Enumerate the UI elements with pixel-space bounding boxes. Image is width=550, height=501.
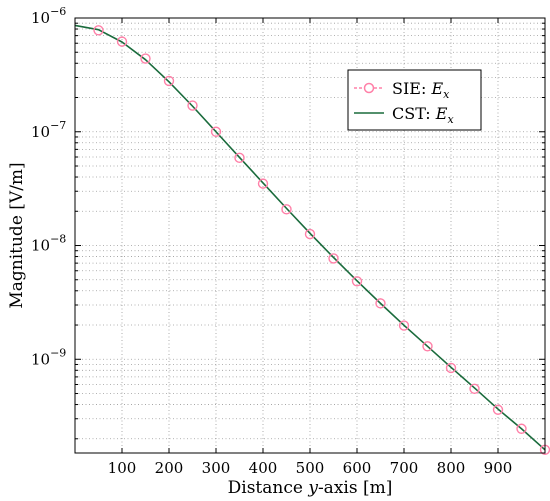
data-point-sie [187, 100, 198, 111]
legend-label-cst-main: CST: [392, 104, 436, 123]
x-tick-label: 400 [249, 459, 278, 477]
x-axis-title: Distance y-axis [m] [228, 478, 393, 498]
legend-box [347, 69, 482, 131]
data-point-sie [469, 383, 480, 395]
series-layer [74, 24, 550, 456]
y-tick-label: 10−8 [31, 233, 66, 255]
data-point-sie [210, 126, 222, 137]
plot-frame [74, 17, 546, 454]
series-line-cst [74, 24, 546, 451]
data-point-sie [116, 36, 128, 47]
y-axis-title: Magnitude [V/m] [7, 162, 27, 308]
y-tick-label: 10−6 [31, 5, 66, 27]
x-axis-title-var: y [307, 478, 318, 498]
data-point-sie [140, 53, 151, 64]
data-point-sie [281, 204, 292, 215]
legend-label-sie-main: SIE: [392, 79, 431, 98]
y-tick-label-exponent: −6 [50, 5, 66, 18]
data-point-sie [422, 341, 433, 352]
y-tick-label-exponent: −7 [50, 119, 66, 132]
data-point-sie [93, 25, 104, 36]
legend-label-cst-sub: x [447, 113, 454, 126]
x-axis-title-suffix: -axis [m] [318, 478, 392, 498]
x-tick-label: 600 [343, 459, 372, 477]
legend-label-sie-var: E [430, 79, 443, 98]
legend-marker-sie [363, 82, 375, 94]
data-point-sie [492, 404, 504, 415]
grid-lines [75, 18, 545, 453]
y-tick-label: 10−7 [31, 119, 66, 141]
data-point-sie [351, 276, 363, 287]
legend-label-cst: CST: Ex [392, 104, 454, 126]
data-point-sie [257, 178, 269, 189]
data-point-sie [516, 423, 527, 434]
x-tick-label: 700 [390, 459, 419, 477]
data-point-sie [234, 152, 245, 164]
y-tick-label-exponent: −9 [50, 346, 66, 359]
y-tick-label-base: 10 [31, 9, 50, 27]
data-point-sie [375, 298, 386, 309]
y-tick-label-base: 10 [31, 123, 50, 141]
x-tick-label: 300 [202, 459, 231, 477]
legend: SIE: Ex CST: Ex [347, 69, 482, 131]
legend-label-sie-sub: x [443, 88, 450, 101]
y-tick-label: 10−9 [31, 346, 66, 368]
legend-label-sie: SIE: Ex [392, 79, 450, 101]
data-point-sie [445, 362, 457, 374]
x-tick-label: 200 [155, 459, 184, 477]
y-tick-label-base: 10 [31, 237, 50, 255]
tick-labels: 100 200 300 400 500 600 700 800 90010−610−710−81… [31, 5, 512, 477]
x-tick-label: 500 [296, 459, 325, 477]
data-point-sie [328, 253, 339, 264]
x-tick-label: 900 [484, 459, 513, 477]
data-point-sie [163, 75, 175, 87]
x-tick-label: 100 [108, 459, 137, 477]
x-axis-title-prefix: Distance [228, 478, 309, 498]
data-point-sie [304, 228, 316, 240]
legend-label-cst-var: E [435, 104, 448, 123]
data-point-sie [398, 320, 410, 331]
x-tick-label: 800 [437, 459, 466, 477]
y-tick-label-exponent: −8 [50, 233, 66, 246]
y-tick-label-base: 10 [31, 350, 50, 368]
